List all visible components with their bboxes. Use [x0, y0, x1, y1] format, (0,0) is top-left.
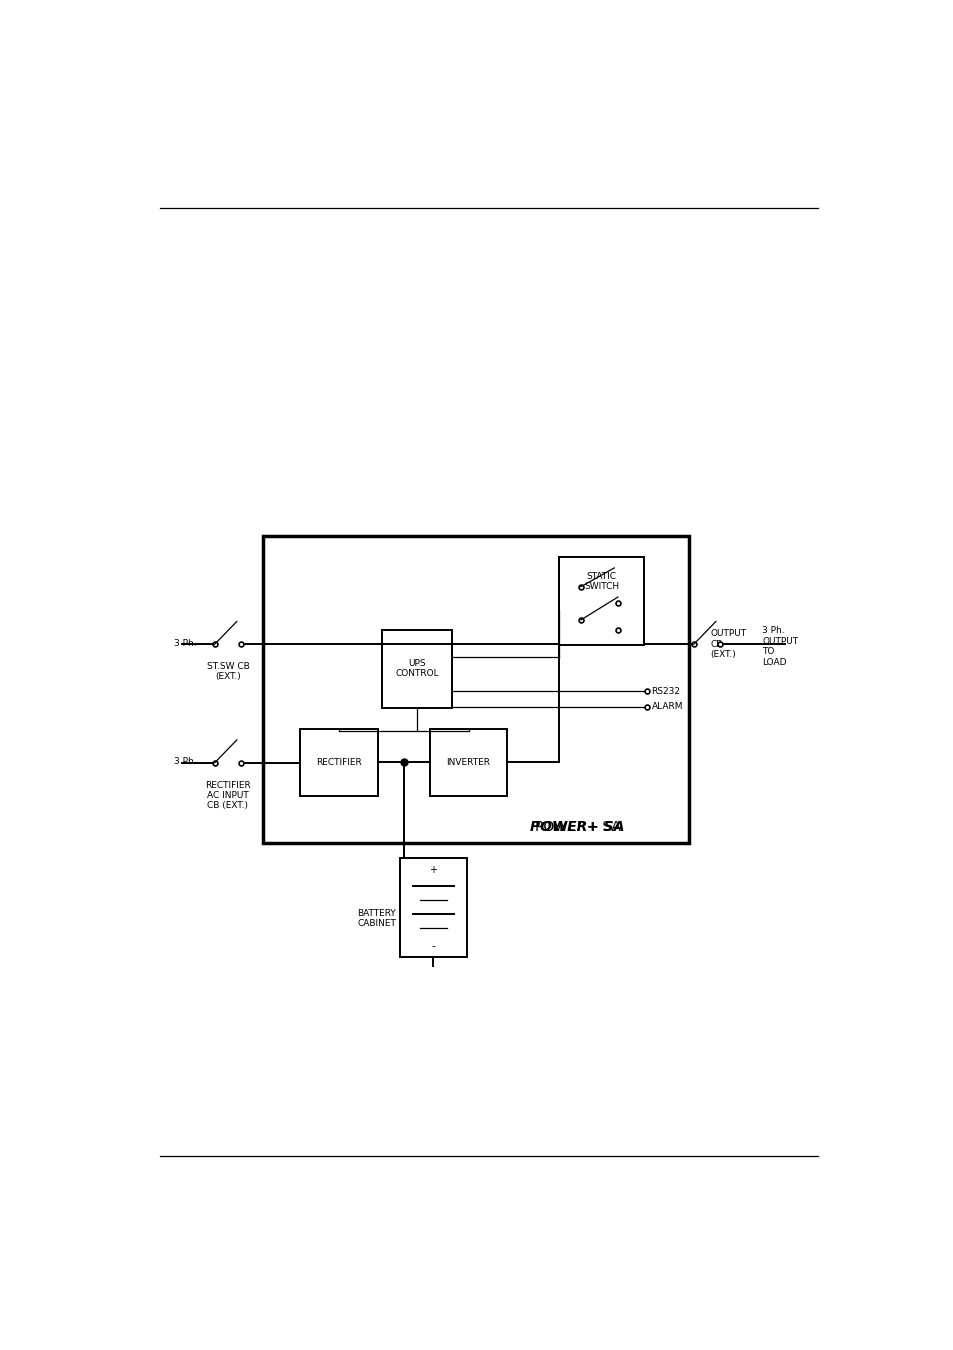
Bar [381, 630, 452, 707]
Text: 3 Ph.: 3 Ph. [173, 639, 196, 648]
Text: BATTERY
CABINET: BATTERY CABINET [356, 909, 395, 929]
Text: OUTPUT
CB
(EXT.): OUTPUT CB (EXT.) [710, 629, 746, 659]
Text: INVERTER: INVERTER [446, 757, 490, 767]
Text: RECTIFIER: RECTIFIER [316, 757, 362, 767]
Text: 3 Ph.
OUTPUT
TO
LOAD: 3 Ph. OUTPUT TO LOAD [761, 626, 798, 667]
Text: POWER+ SA: POWER+ SA [534, 821, 620, 834]
Text: -: - [431, 941, 435, 950]
Text: 3 Ph.: 3 Ph. [173, 757, 196, 767]
Text: ALARM: ALARM [651, 702, 682, 711]
Text: ST.SW CB
(EXT.): ST.SW CB (EXT.) [207, 662, 249, 682]
Bar [300, 729, 377, 796]
Text: RECTIFIER
AC INPUT
CB (EXT.): RECTIFIER AC INPUT CB (EXT.) [205, 780, 251, 810]
Text: RS232: RS232 [651, 687, 679, 695]
Text: UPS
CONTROL: UPS CONTROL [395, 659, 438, 679]
Text: POWER+ SA: POWER+ SA [530, 821, 624, 834]
Text: STATIC
SWITCH: STATIC SWITCH [583, 572, 618, 591]
Text: +: + [429, 865, 437, 875]
Bar [263, 536, 688, 842]
Bar [400, 859, 466, 957]
Bar [558, 558, 643, 645]
Bar [429, 729, 507, 796]
